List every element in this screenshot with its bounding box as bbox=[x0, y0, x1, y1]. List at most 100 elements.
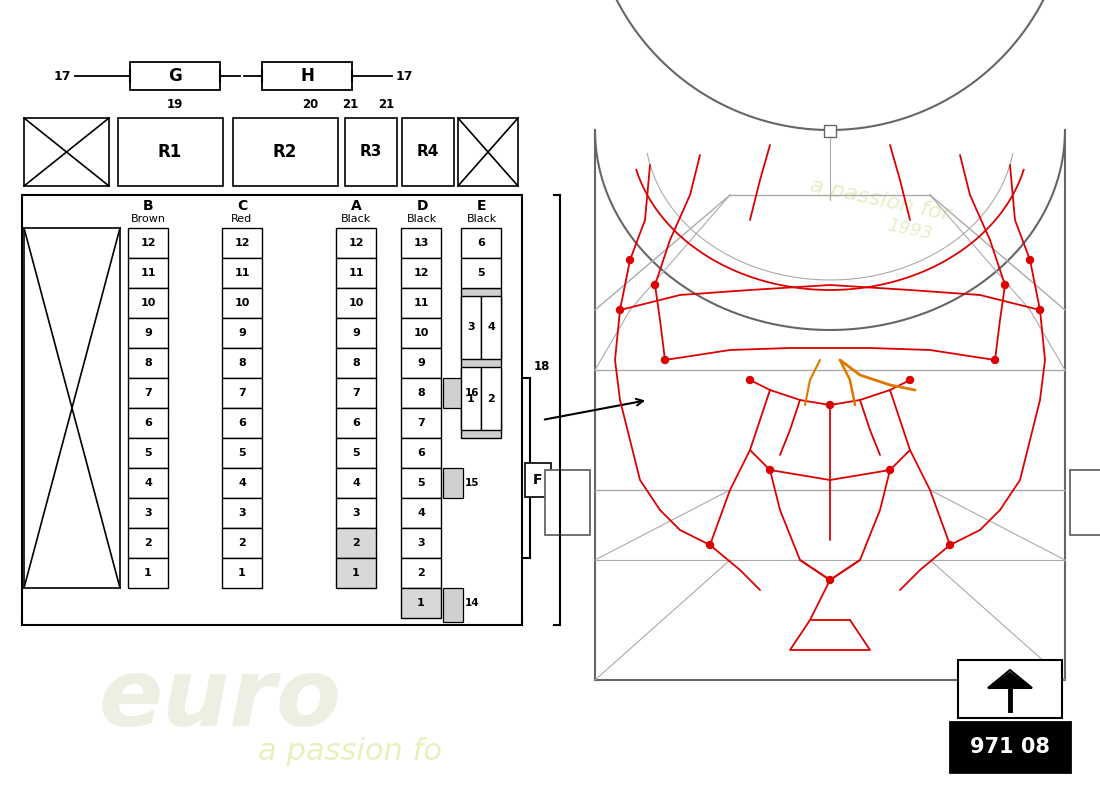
Bar bbox=[130, 62, 220, 90]
Text: 11: 11 bbox=[414, 298, 429, 308]
Bar bbox=[118, 118, 223, 186]
Text: euro: euro bbox=[99, 654, 341, 746]
Circle shape bbox=[887, 466, 893, 474]
Text: 6: 6 bbox=[144, 418, 152, 428]
Bar bbox=[128, 258, 168, 288]
Text: 4: 4 bbox=[352, 478, 360, 488]
Circle shape bbox=[767, 466, 773, 474]
Circle shape bbox=[627, 257, 634, 263]
Bar bbox=[24, 118, 109, 186]
Text: B: B bbox=[143, 199, 153, 213]
Bar bbox=[402, 558, 441, 588]
Text: Brown: Brown bbox=[131, 214, 165, 224]
Bar bbox=[128, 558, 168, 588]
Bar bbox=[128, 228, 168, 258]
Text: 10: 10 bbox=[414, 328, 429, 338]
Text: H: H bbox=[300, 67, 313, 85]
Text: G: G bbox=[168, 67, 182, 85]
Text: 8: 8 bbox=[352, 358, 360, 368]
Text: Black: Black bbox=[341, 214, 371, 224]
Circle shape bbox=[826, 402, 834, 409]
Text: 4: 4 bbox=[417, 508, 425, 518]
Text: 8: 8 bbox=[144, 358, 152, 368]
Bar bbox=[222, 438, 262, 468]
Text: 971 08: 971 08 bbox=[970, 737, 1049, 757]
Bar bbox=[402, 528, 441, 558]
Bar bbox=[443, 378, 463, 408]
Text: 6: 6 bbox=[477, 238, 485, 248]
Circle shape bbox=[991, 357, 999, 363]
Circle shape bbox=[706, 542, 714, 549]
Text: Black: Black bbox=[466, 214, 497, 224]
Bar bbox=[402, 348, 441, 378]
Bar bbox=[336, 348, 376, 378]
Text: 17: 17 bbox=[54, 70, 72, 82]
Text: 5: 5 bbox=[477, 268, 485, 278]
Text: 1: 1 bbox=[144, 568, 152, 578]
Text: 12: 12 bbox=[234, 238, 250, 248]
Text: 14: 14 bbox=[465, 598, 480, 608]
Bar bbox=[458, 118, 518, 186]
Bar bbox=[461, 288, 500, 438]
Bar bbox=[128, 288, 168, 318]
Text: 12: 12 bbox=[349, 238, 364, 248]
Text: 4: 4 bbox=[487, 322, 495, 333]
Text: R2: R2 bbox=[273, 143, 297, 161]
Bar bbox=[958, 660, 1062, 718]
Text: 5: 5 bbox=[417, 478, 425, 488]
Bar bbox=[222, 558, 262, 588]
Bar bbox=[222, 528, 262, 558]
Text: 2: 2 bbox=[238, 538, 246, 548]
Text: 12: 12 bbox=[414, 268, 429, 278]
Text: 2: 2 bbox=[144, 538, 152, 548]
Bar bbox=[128, 348, 168, 378]
Text: F: F bbox=[534, 473, 542, 487]
Bar bbox=[336, 528, 376, 558]
Bar bbox=[336, 318, 376, 348]
Text: 11: 11 bbox=[234, 268, 250, 278]
Circle shape bbox=[616, 306, 624, 314]
Bar bbox=[336, 288, 376, 318]
Bar bbox=[461, 228, 500, 258]
Text: E: E bbox=[477, 199, 486, 213]
Text: Red: Red bbox=[231, 214, 253, 224]
Bar bbox=[1070, 470, 1100, 535]
Bar bbox=[481, 296, 500, 359]
Text: 3: 3 bbox=[239, 508, 245, 518]
Bar bbox=[336, 498, 376, 528]
Bar bbox=[461, 296, 481, 359]
Text: 11: 11 bbox=[349, 268, 364, 278]
Bar bbox=[461, 367, 481, 430]
Bar bbox=[481, 367, 500, 430]
Text: 9: 9 bbox=[352, 328, 360, 338]
Text: 1: 1 bbox=[352, 568, 360, 578]
Text: 5: 5 bbox=[352, 448, 360, 458]
Circle shape bbox=[661, 357, 669, 363]
Text: 15: 15 bbox=[465, 478, 480, 488]
Bar bbox=[22, 195, 522, 625]
Text: 5: 5 bbox=[144, 448, 152, 458]
Text: 7: 7 bbox=[238, 388, 246, 398]
Text: R4: R4 bbox=[417, 145, 439, 159]
Polygon shape bbox=[990, 672, 1030, 687]
Bar bbox=[336, 408, 376, 438]
Circle shape bbox=[946, 542, 954, 549]
Text: 1: 1 bbox=[417, 598, 425, 608]
Circle shape bbox=[906, 377, 913, 383]
Text: 4: 4 bbox=[238, 478, 246, 488]
Text: 3: 3 bbox=[144, 508, 152, 518]
Bar bbox=[443, 588, 463, 622]
Bar bbox=[402, 498, 441, 528]
Bar bbox=[128, 438, 168, 468]
Circle shape bbox=[1026, 257, 1034, 263]
Bar bbox=[222, 378, 262, 408]
Polygon shape bbox=[988, 670, 1032, 688]
Text: 9: 9 bbox=[238, 328, 246, 338]
Text: R1: R1 bbox=[158, 143, 183, 161]
Bar bbox=[402, 288, 441, 318]
Bar bbox=[128, 498, 168, 528]
Text: 6: 6 bbox=[352, 418, 360, 428]
Bar bbox=[336, 258, 376, 288]
Circle shape bbox=[651, 282, 659, 289]
Text: 2: 2 bbox=[352, 538, 360, 548]
